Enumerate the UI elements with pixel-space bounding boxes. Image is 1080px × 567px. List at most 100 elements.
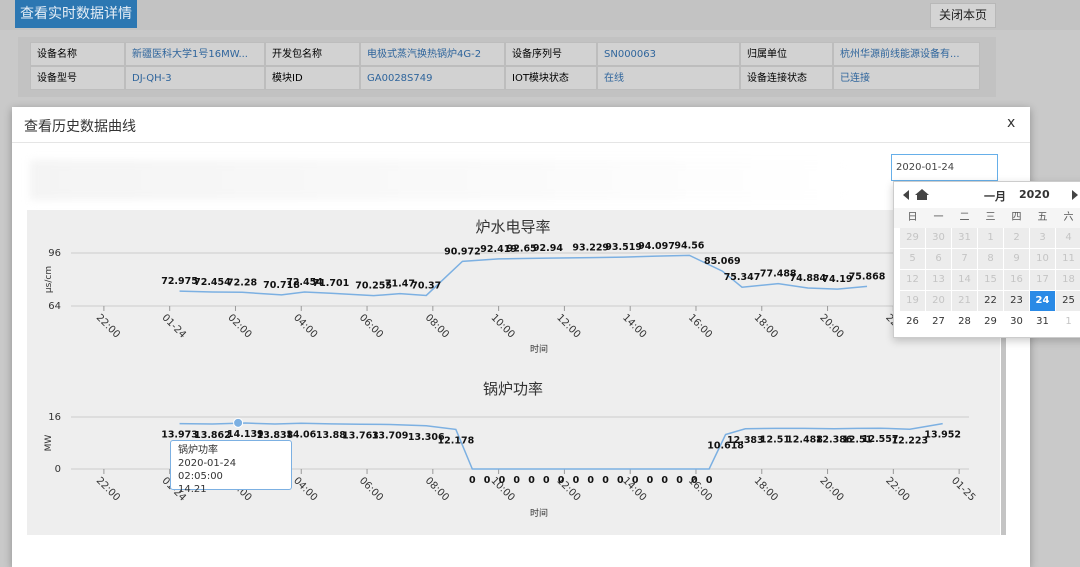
data-label: 72.975 bbox=[161, 276, 198, 287]
info-label: IOT模块状态 bbox=[505, 66, 597, 90]
info-value[interactable]: DJ-QH-3 bbox=[125, 66, 265, 90]
data-label: 70.255 bbox=[355, 281, 392, 292]
y-tick-label: 0 bbox=[55, 464, 61, 475]
chart-title: 锅炉功率 bbox=[483, 380, 543, 398]
calendar-day[interactable]: 27 bbox=[932, 316, 945, 327]
chart-title: 炉水电导率 bbox=[475, 218, 550, 236]
calendar-day: 29 bbox=[900, 228, 925, 248]
data-label: 12.51 bbox=[842, 434, 872, 445]
weekday-row bbox=[894, 208, 1080, 228]
data-label: 12.383 bbox=[727, 435, 764, 446]
calendar-day[interactable]: 30 bbox=[1010, 316, 1023, 327]
data-label: 94.56 bbox=[674, 240, 704, 251]
calendar-next[interactable] bbox=[1070, 185, 1080, 205]
calendar-day[interactable]: 26 bbox=[906, 316, 919, 327]
data-label: 10.618 bbox=[707, 440, 744, 451]
calendar-day: 18 bbox=[1056, 270, 1080, 290]
data-label: 0 bbox=[484, 475, 491, 486]
calendar-day: 7 bbox=[952, 249, 977, 269]
data-label: 90.972 bbox=[444, 246, 481, 257]
data-label: 12.557 bbox=[862, 434, 899, 445]
data-label: 12.51 bbox=[760, 434, 790, 445]
calendar-day: 3 bbox=[1030, 228, 1055, 248]
calendar-day: 1 bbox=[1065, 316, 1072, 327]
data-label: 77.488 bbox=[760, 269, 797, 280]
data-label: 0 bbox=[469, 475, 476, 486]
data-label: 0 bbox=[543, 475, 550, 486]
data-label: 70.718 bbox=[263, 280, 300, 291]
tooltip-marker bbox=[233, 417, 244, 428]
data-label: 14.06 bbox=[286, 429, 316, 440]
tooltip-series: 锅炉功率 bbox=[178, 445, 218, 456]
info-label: 设备连接状态 bbox=[740, 66, 833, 90]
data-label: 72.28 bbox=[227, 277, 257, 288]
weekday: 四 bbox=[1011, 212, 1022, 223]
tooltip: 锅炉功率 2020-01-24 02:05:00 14.21 bbox=[170, 440, 292, 495]
data-label: 13.763 bbox=[342, 430, 379, 441]
data-label: 71.47 bbox=[385, 279, 415, 290]
data-label: 12.488 bbox=[786, 434, 823, 445]
series-line bbox=[179, 422, 943, 470]
top-strip bbox=[0, 0, 1080, 30]
calendar-day[interactable]: 22 bbox=[978, 291, 1003, 311]
page-tab[interactable]: 查看实时数据详情 bbox=[15, 0, 137, 28]
x-axis-label: 时间 bbox=[530, 343, 548, 355]
calendar-day: 21 bbox=[952, 291, 977, 311]
calendar-day: 11 bbox=[1056, 249, 1080, 269]
divider bbox=[12, 142, 1030, 143]
data-label: 12.223 bbox=[891, 435, 928, 446]
info-value[interactable]: 新疆医科大学1号16MW... bbox=[125, 42, 265, 66]
x-axis-label: 时间 bbox=[530, 507, 548, 519]
calendar-year[interactable]: 2020 bbox=[1019, 188, 1050, 201]
calendar-day: 14 bbox=[952, 270, 977, 290]
calendar-day[interactable]: 31 bbox=[1036, 316, 1049, 327]
info-label: 模块ID bbox=[265, 66, 360, 90]
data-label: 0 bbox=[647, 475, 654, 486]
info-value: 已连接 bbox=[833, 66, 980, 90]
data-label: 72.454 bbox=[286, 277, 323, 288]
scrollbar[interactable] bbox=[1001, 210, 1006, 535]
data-label: 0 bbox=[558, 475, 565, 486]
data-label: 74.19 bbox=[822, 274, 852, 285]
calendar-day: 6 bbox=[926, 249, 951, 269]
calendar-day[interactable]: 28 bbox=[958, 316, 971, 327]
data-label: 0 bbox=[513, 475, 520, 486]
data-label: 93.229 bbox=[572, 243, 609, 254]
data-label: 71.701 bbox=[313, 278, 350, 289]
calendar-month[interactable]: 一月 bbox=[984, 190, 1006, 203]
data-label: 12.386 bbox=[816, 435, 853, 446]
tooltip-time: 2020-01-24 02:05:00 bbox=[178, 458, 237, 482]
data-label: 75.868 bbox=[849, 271, 886, 282]
date-input[interactable]: 2020-01-24 bbox=[891, 154, 998, 181]
y-axis-label: MW bbox=[44, 435, 54, 452]
data-label: 0 bbox=[573, 475, 580, 486]
info-label: 设备型号 bbox=[30, 66, 125, 90]
data-label: 0 bbox=[617, 475, 624, 486]
calendar-day[interactable]: 24 bbox=[1030, 291, 1055, 311]
weekday: 三 bbox=[985, 212, 996, 223]
calendar-day[interactable]: 29 bbox=[984, 316, 997, 327]
calendar-day[interactable]: 23 bbox=[1004, 291, 1029, 311]
calendar-day[interactable]: 25 bbox=[1056, 291, 1080, 311]
info-value: 电极式蒸汽换热锅炉4G-2 bbox=[360, 42, 505, 66]
data-label: 13.306 bbox=[408, 432, 445, 443]
data-label: 74.884 bbox=[789, 273, 826, 284]
data-label: 0 bbox=[676, 475, 683, 486]
weekday: 日 bbox=[907, 212, 918, 223]
data-label: 93.519 bbox=[605, 242, 642, 253]
calendar-nav[interactable] bbox=[900, 185, 930, 205]
data-label: 13.952 bbox=[924, 430, 961, 441]
modal-close[interactable]: x bbox=[1007, 115, 1016, 131]
calendar-day: 30 bbox=[926, 228, 951, 248]
data-label: 75.347 bbox=[724, 272, 761, 283]
data-label: 0 bbox=[499, 475, 506, 486]
calendar-day: 13 bbox=[926, 270, 951, 290]
calendar-day: 15 bbox=[978, 270, 1003, 290]
close-page-button[interactable]: 关闭本页 bbox=[930, 3, 996, 28]
data-label: 85.069 bbox=[704, 256, 741, 267]
info-value: 在线 bbox=[597, 66, 740, 90]
y-tick-label: 16 bbox=[48, 412, 61, 423]
data-label: 13.838 bbox=[257, 430, 294, 441]
calendar-day: 8 bbox=[978, 249, 1003, 269]
